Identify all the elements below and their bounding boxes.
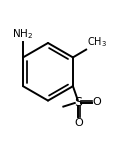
Text: S: S [74, 97, 82, 109]
Text: O: O [74, 118, 83, 128]
Text: O: O [93, 97, 102, 107]
Text: CH$_3$: CH$_3$ [87, 35, 107, 49]
Text: NH$_2$: NH$_2$ [12, 27, 34, 41]
